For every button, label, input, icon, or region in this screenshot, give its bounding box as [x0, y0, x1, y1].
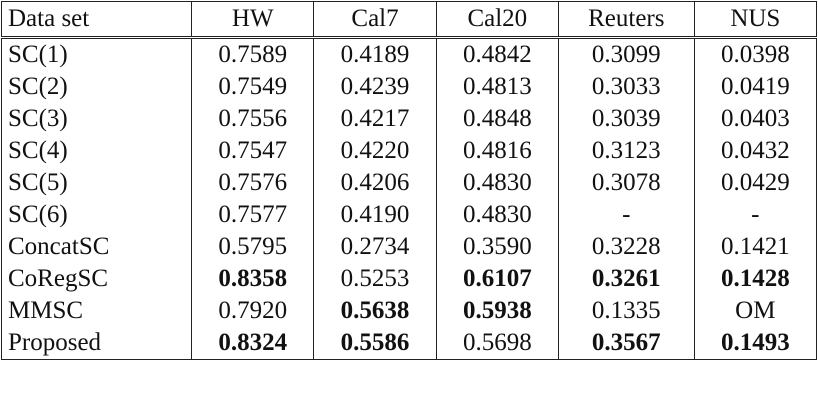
table-row: ConcatSC 0.5795 0.2734 0.3590 0.3228 0.1421 — [0, 231, 818, 263]
table-row: SC(6) 0.7577 0.4190 0.4830- - — [0, 199, 818, 231]
value-cell: 0.8324 — [191, 327, 315, 360]
value-cell: 0.0429 — [693, 167, 818, 199]
value-cell: 0.3078 — [557, 167, 695, 199]
value-cell: 0.4206 — [313, 167, 437, 199]
value-cell: 0.1421 — [693, 231, 818, 263]
value-cell: 0.7547 — [191, 135, 315, 167]
row-label: SC(2) — [0, 71, 193, 103]
value-cell: 0.0398 — [693, 37, 818, 71]
table-body: SC(1) 0.7589 0.4189 0.4842 0.3099 0.0398 SC(2)… — [0, 37, 818, 360]
value-cell: 0.4189 — [313, 37, 437, 71]
value-cell: 0.3261 — [557, 263, 695, 295]
value-cell: 0.5795 — [191, 231, 315, 263]
value-cell: 0.4239 — [313, 71, 437, 103]
value-cell: 0.1428 — [693, 263, 818, 295]
value-cell: 0.7576 — [191, 167, 315, 199]
value-cell: 0.7549 — [191, 71, 315, 103]
value-cell: 0.3039 — [557, 103, 695, 135]
table-head: Data set HW Cal7 Cal20 Reuters NUS — [0, 1, 818, 39]
value-cell: 0.5638 — [313, 295, 437, 327]
value-cell: 0.3123 — [557, 135, 695, 167]
row-label: MMSC — [0, 295, 193, 327]
value-cell: 0.3590 — [435, 231, 559, 263]
value-cell: 0.3228 — [557, 231, 695, 263]
header-cell: NUS — [693, 1, 818, 39]
row-label: ConcatSC — [0, 231, 193, 263]
table-row: CoRegSC 0.8358 0.5253 0.6107 0.3261 0.1428 — [0, 263, 818, 295]
row-label: SC(1) — [0, 37, 193, 71]
value-cell: - — [693, 199, 818, 231]
value-cell: 0.7589 — [191, 37, 315, 71]
value-cell: 0.3567 — [557, 327, 695, 360]
value-cell: 0.4220 — [313, 135, 437, 167]
table-row: SC(3) 0.7556 0.4217 0.4848 0.3039 0.0403 — [0, 103, 818, 135]
value-cell: 0.4830 — [435, 167, 559, 199]
value-cell: 0.4813 — [435, 71, 559, 103]
value-cell: 0.4842 — [435, 37, 559, 71]
value-cell: 0.0432 — [693, 135, 818, 167]
value-cell: 0.2734 — [313, 231, 437, 263]
results-table: Data set HW Cal7 Cal20 Reuters NUS SC(1) 0.758… — [0, 1, 818, 360]
value-cell: 0.3033 — [557, 71, 695, 103]
header-cell: Cal20 — [435, 1, 559, 39]
header-cell: Reuters — [557, 1, 695, 39]
value-cell: 0.8358 — [191, 263, 315, 295]
table-row: SC(5) 0.7576 0.4206 0.4830 0.3078 0.0429 — [0, 167, 818, 199]
table-row: MMSC 0.7920 0.5638 0.5938 0.1335 OM — [0, 295, 818, 327]
value-cell: 0.1335 — [557, 295, 695, 327]
value-cell: 0.6107 — [435, 263, 559, 295]
value-cell: 0.7556 — [191, 103, 315, 135]
table-row: Proposed 0.8324 0.5586 0.5698 0.3567 0.1493 — [0, 327, 818, 360]
row-label: Proposed — [0, 327, 193, 360]
header-row: Data set HW Cal7 Cal20 Reuters NUS — [0, 1, 818, 39]
value-cell: 0.4848 — [435, 103, 559, 135]
value-cell: OM — [693, 295, 818, 327]
header-cell: HW — [191, 1, 315, 39]
value-cell: - — [557, 199, 695, 231]
table-row: SC(1) 0.7589 0.4189 0.4842 0.3099 0.0398 — [0, 37, 818, 71]
value-cell: 0.5253 — [313, 263, 437, 295]
value-cell: 0.4190 — [313, 199, 437, 231]
value-cell: 0.7920 — [191, 295, 315, 327]
value-cell: 0.4816 — [435, 135, 559, 167]
value-cell: 0.0419 — [693, 71, 818, 103]
table-row: SC(2) 0.7549 0.4239 0.4813 0.3033 0.0419 — [0, 71, 818, 103]
value-cell: 0.3099 — [557, 37, 695, 71]
value-cell: 0.5698 — [435, 327, 559, 360]
row-label: SC(6) — [0, 199, 193, 231]
row-label: SC(3) — [0, 103, 193, 135]
header-cell: Cal7 — [313, 1, 437, 39]
value-cell: 0.5586 — [313, 327, 437, 360]
row-label: SC(4) — [0, 135, 193, 167]
row-label: CoRegSC — [0, 263, 193, 295]
value-cell: 0.4217 — [313, 103, 437, 135]
row-label: SC(5) — [0, 167, 193, 199]
value-cell: 0.5938 — [435, 295, 559, 327]
header-cell: Data set — [0, 1, 193, 39]
value-cell: 0.7577 — [191, 199, 315, 231]
table-row: SC(4) 0.7547 0.4220 0.4816 0.3123 0.0432 — [0, 135, 818, 167]
value-cell: 0.0403 — [693, 103, 818, 135]
value-cell: 0.1493 — [693, 327, 818, 360]
value-cell: 0.4830 — [435, 199, 559, 231]
